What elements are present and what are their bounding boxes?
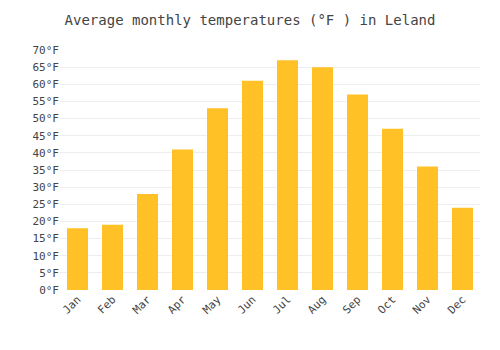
svg-text:May: May bbox=[200, 293, 224, 317]
svg-text:Feb: Feb bbox=[95, 293, 118, 316]
svg-text:55°F: 55°F bbox=[33, 95, 60, 108]
svg-text:0°F: 0°F bbox=[39, 284, 59, 297]
svg-text:Aug: Aug bbox=[305, 293, 328, 316]
svg-text:Average monthly temperatures (: Average monthly temperatures (°F ) in Le… bbox=[65, 12, 436, 28]
svg-text:Sep: Sep bbox=[340, 293, 363, 316]
svg-text:Jun: Jun bbox=[235, 293, 258, 316]
svg-text:40°F: 40°F bbox=[33, 147, 60, 160]
svg-text:30°F: 30°F bbox=[33, 181, 60, 194]
svg-text:Nov: Nov bbox=[410, 293, 434, 317]
svg-text:45°F: 45°F bbox=[33, 130, 60, 143]
svg-text:70°F: 70°F bbox=[33, 44, 60, 57]
svg-text:Mar: Mar bbox=[130, 293, 154, 317]
svg-text:Jul: Jul bbox=[270, 293, 293, 316]
svg-text:10°F: 10°F bbox=[33, 250, 60, 263]
svg-text:65°F: 65°F bbox=[33, 61, 60, 74]
svg-text:60°F: 60°F bbox=[33, 78, 60, 91]
svg-text:Dec: Dec bbox=[445, 293, 468, 316]
svg-text:Oct: Oct bbox=[375, 293, 398, 316]
svg-text:15°F: 15°F bbox=[33, 232, 60, 245]
svg-text:25°F: 25°F bbox=[33, 198, 60, 211]
svg-text:50°F: 50°F bbox=[33, 112, 60, 125]
svg-text:35°F: 35°F bbox=[33, 164, 60, 177]
svg-text:5°F: 5°F bbox=[39, 267, 59, 280]
svg-text:Jan: Jan bbox=[60, 293, 83, 316]
svg-text:20°F: 20°F bbox=[33, 215, 60, 228]
svg-text:Apr: Apr bbox=[165, 293, 189, 317]
